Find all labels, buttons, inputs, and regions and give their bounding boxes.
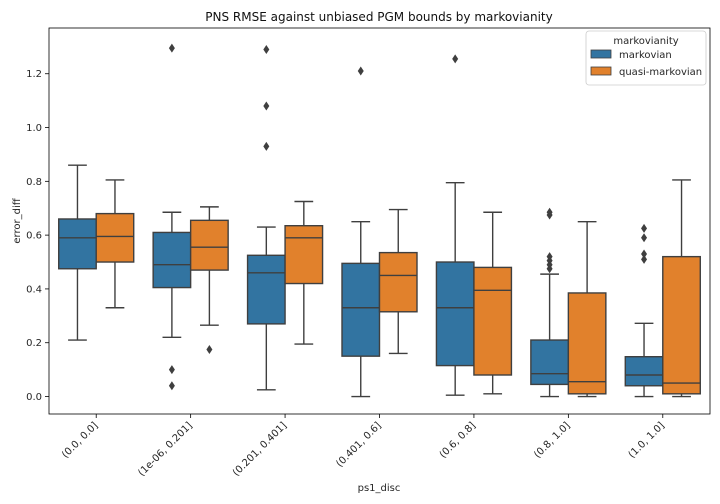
outlier-point xyxy=(263,141,270,151)
outlier-point xyxy=(357,66,364,76)
outlier-point xyxy=(263,101,270,111)
x-tick-label: (0.0, 0.0] xyxy=(60,420,100,460)
outlier-point xyxy=(452,54,459,64)
box-markovian-4 xyxy=(435,54,475,396)
x-tick-label: (0.6, 0.8] xyxy=(438,420,478,460)
outlier-point xyxy=(168,365,175,375)
box-iqr xyxy=(341,262,381,357)
outlier-point xyxy=(168,43,175,53)
x-tick-label: (0.401, 0.6] xyxy=(334,420,383,469)
y-tick-label: 0.4 xyxy=(26,284,42,295)
x-tick-label: (0.201, 0.401] xyxy=(231,420,289,478)
legend-frame xyxy=(585,30,707,86)
box-quasi-markovian-3 xyxy=(378,208,418,355)
y-axis: 0.0 0.2 0.4 0.6 0.8 1.0 1.2 xyxy=(26,69,49,403)
box-quasi-markovian-6 xyxy=(662,179,701,398)
legend-title: markovianity xyxy=(613,36,678,47)
box-iqr xyxy=(378,251,418,313)
x-axis: (0.0, 0.0] (1e-06, 0.201] (0.201, 0.401] (0… xyxy=(60,414,667,479)
box-iqr xyxy=(246,254,286,325)
box-iqr xyxy=(58,218,97,270)
legend-label-quasi-markovian: quasi-markovian xyxy=(619,67,702,78)
box-markovian-6 xyxy=(624,223,664,398)
box-iqr xyxy=(567,292,607,395)
legend-swatch-quasi-markovian xyxy=(590,66,612,76)
outlier-point xyxy=(641,249,648,259)
box-iqr xyxy=(435,261,475,367)
box-iqr xyxy=(473,266,513,376)
box-quasi-markovian-4 xyxy=(473,211,513,395)
box-iqr xyxy=(284,225,324,285)
outlier-point xyxy=(546,252,553,262)
chart-title: PNS RMSE against unbiased PGM bounds by … xyxy=(205,10,552,24)
box-iqr xyxy=(530,339,570,386)
box-groups xyxy=(58,43,701,398)
outlier-point xyxy=(641,223,648,233)
outlier-point xyxy=(168,381,175,391)
box-markovian-2 xyxy=(246,45,286,391)
box-quasi-markovian-2 xyxy=(284,200,324,345)
x-tick-label: (1e-06, 0.201] xyxy=(136,420,195,479)
y-tick-label: 0.2 xyxy=(26,338,42,349)
legend: markovianity markovian quasi-markovian xyxy=(585,30,707,86)
y-tick-label: 0.8 xyxy=(26,177,42,188)
outlier-point xyxy=(546,207,553,217)
box-iqr xyxy=(152,231,192,289)
box-quasi-markovian-5 xyxy=(567,220,607,398)
outlier-point xyxy=(641,254,648,264)
box-quasi-markovian-1 xyxy=(189,206,229,354)
box-iqr xyxy=(189,219,229,271)
box-markovian-0 xyxy=(58,164,97,341)
y-tick-label: 1.0 xyxy=(26,123,42,134)
outlier-point xyxy=(263,45,270,55)
outlier-point xyxy=(641,233,648,243)
x-tick-label: (0.8, 1.0] xyxy=(532,420,572,460)
legend-swatch-markovian xyxy=(590,49,612,59)
box-iqr xyxy=(662,255,701,395)
y-tick-label: 0.6 xyxy=(26,231,42,242)
y-tick-label: 1.2 xyxy=(26,69,42,80)
x-tick-label: (1.0, 1.0] xyxy=(627,420,667,460)
y-tick-label: 0.0 xyxy=(26,392,42,403)
legend-label-markovian: markovian xyxy=(619,50,672,61)
outlier-point xyxy=(206,344,213,354)
box-markovian-1 xyxy=(152,43,192,391)
box-markovian-3 xyxy=(341,66,381,398)
x-axis-title: ps1_disc xyxy=(358,483,401,494)
box-markovian-5 xyxy=(530,207,570,398)
y-axis-title: error_diff xyxy=(12,197,23,243)
box-iqr xyxy=(624,356,664,387)
box-iqr xyxy=(95,212,135,263)
box-quasi-markovian-0 xyxy=(95,179,135,309)
